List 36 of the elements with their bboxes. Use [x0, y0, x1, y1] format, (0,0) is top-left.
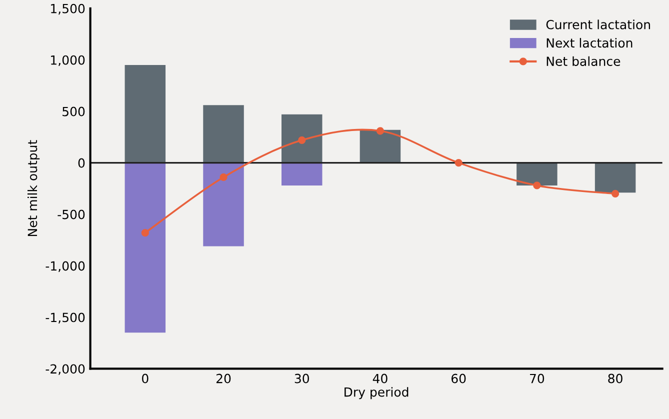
x-tick-label: 30	[294, 374, 309, 384]
x-tick-label: 70	[530, 374, 544, 384]
bar	[282, 162, 322, 186]
y-tick-label: 500	[62, 106, 85, 116]
x-tick-label: 60	[452, 374, 466, 384]
point	[298, 136, 306, 144]
point	[220, 173, 228, 182]
y-tick-label: -1,000	[46, 261, 85, 272]
point	[611, 190, 620, 198]
bar	[124, 162, 166, 333]
point	[454, 158, 462, 167]
bar	[360, 130, 401, 163]
x-tick-label: 20	[216, 374, 231, 384]
bar	[203, 105, 244, 163]
x-tick-label: 40	[372, 374, 388, 384]
bar	[124, 65, 166, 163]
point	[533, 182, 541, 190]
point	[141, 229, 149, 237]
bar	[516, 162, 558, 186]
y-axis-title: Net milk output	[28, 140, 40, 236]
bar	[203, 162, 244, 246]
x-tick-label: 0	[142, 374, 148, 384]
y-tick-label: -2,000	[46, 364, 85, 375]
y-tick-label: 1,500	[51, 4, 85, 15]
point	[376, 127, 384, 135]
legend-label: Net balance	[546, 56, 620, 66]
legend-label: Next lactation	[546, 38, 632, 48]
y-tick-label: 0	[78, 158, 85, 168]
legend-label: Current lactation	[546, 20, 650, 30]
bar	[594, 162, 636, 193]
bar	[282, 114, 322, 163]
x-tick-label: 80	[608, 374, 622, 384]
y-tick-label: -500	[58, 210, 85, 220]
y-tick-label: 1,000	[51, 55, 85, 66]
y-tick-label: -1,500	[46, 312, 85, 324]
x-axis-title: Dry period	[344, 387, 408, 400]
